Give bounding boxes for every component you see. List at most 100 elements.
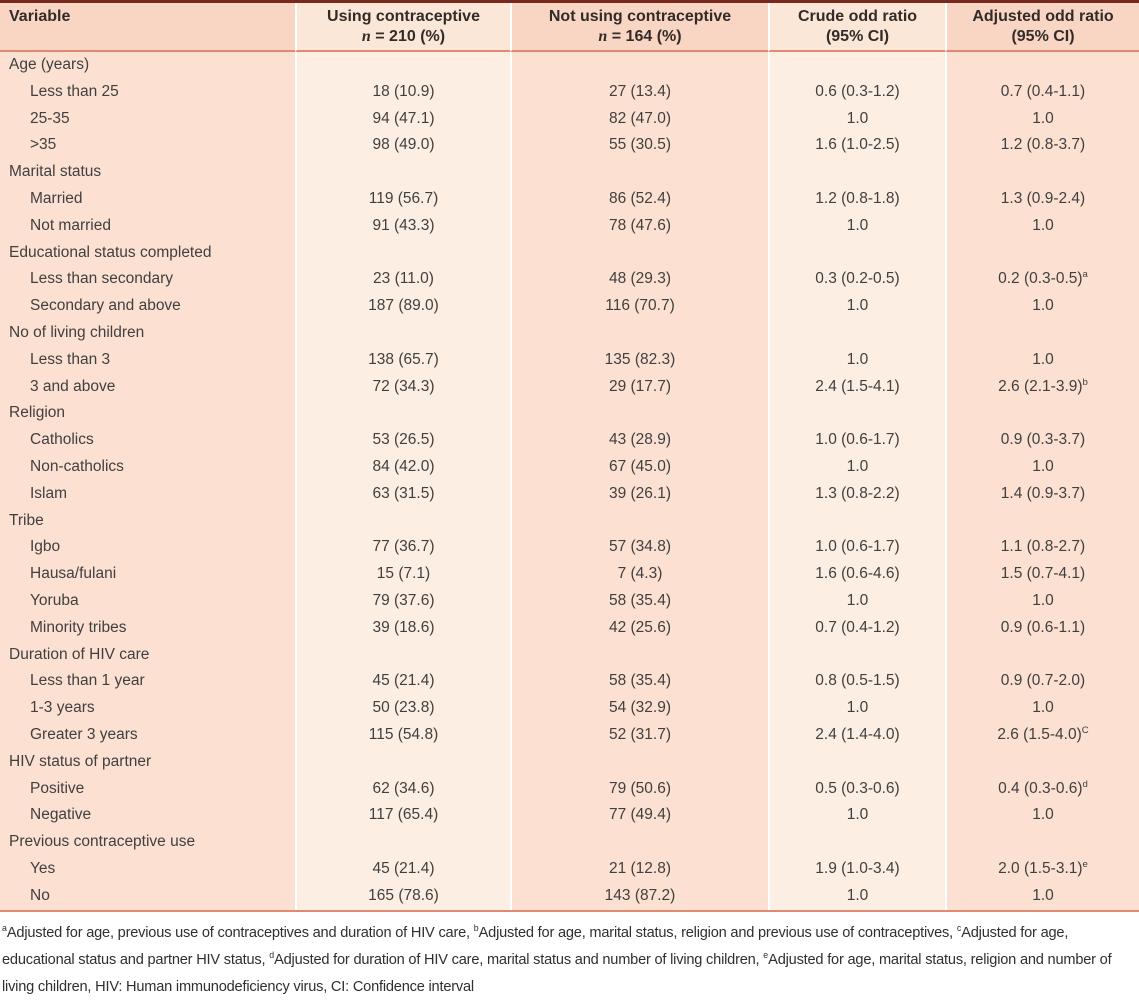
cell-using: 117 (65.4)	[295, 802, 510, 830]
adjusted-superscript: a	[1082, 269, 1088, 281]
cell-using: 23 (11.0)	[295, 266, 510, 294]
cell-using: 63 (31.5)	[295, 480, 510, 508]
section-label: Marital status	[0, 159, 295, 186]
cell-adjusted	[945, 319, 1139, 347]
cell-using: 45 (21.4)	[295, 668, 510, 696]
table-row: Greater 3 years 115 (54.8) 52 (31.7) 2.4 (1…	[0, 721, 1139, 749]
table-row: Hausa/fulani 15 (7.1) 7 (4.3) 1.6 (0.6-4.6)…	[0, 561, 1139, 588]
cell-not_using	[510, 52, 768, 79]
cell-crude	[768, 159, 945, 186]
cell-not_using: 43 (28.9)	[510, 427, 768, 454]
variable-label: 25-35	[0, 105, 295, 133]
table-row: Non-catholics 84 (42.0) 67 (45.0) 1.0 1.0	[0, 453, 1139, 481]
cell-crude: 0.3 (0.2-0.5)	[768, 266, 945, 294]
cell-not_using: 54 (32.9)	[510, 695, 768, 722]
cell-using	[295, 52, 510, 79]
cell-crude	[768, 400, 945, 428]
cell-using: 39 (18.6)	[295, 614, 510, 642]
cell-not_using: 7 (4.3)	[510, 561, 768, 588]
variable-label: Married	[0, 185, 295, 213]
cell-crude: 2.4 (1.4-4.0)	[768, 721, 945, 749]
cell-using: 62 (34.6)	[295, 775, 510, 803]
variable-label: Secondary and above	[0, 293, 295, 320]
cell-crude: 1.3 (0.8-2.2)	[768, 480, 945, 508]
section-label: Religion	[0, 400, 295, 428]
cell-crude: 1.0	[768, 882, 945, 910]
cell-crude: 1.0	[768, 587, 945, 615]
section-row: No of living children	[0, 319, 1139, 347]
cell-not_using: 79 (50.6)	[510, 775, 768, 803]
cell-adjusted: 1.4 (0.9-3.7)	[945, 480, 1139, 508]
cell-crude	[768, 748, 945, 776]
column-header-line1: Crude odd ratio	[797, 8, 918, 25]
cell-crude: 0.5 (0.3-0.6)	[768, 775, 945, 803]
table-row: Catholics 53 (26.5) 43 (28.9) 1.0 (0.6-1.7)…	[0, 427, 1139, 454]
cell-not_using	[510, 507, 768, 535]
cell-not_using	[510, 641, 768, 669]
cell-not_using	[510, 400, 768, 428]
table-footnote: aAdjusted for age, previous use of contr…	[0, 911, 1139, 1001]
cell-crude	[768, 641, 945, 669]
cell-using: 91 (43.3)	[295, 212, 510, 240]
variable-label: Less than 25	[0, 78, 295, 106]
cell-using	[295, 159, 510, 186]
cell-adjusted: 1.0	[945, 346, 1139, 374]
table-row: 1-3 years 50 (23.8) 54 (32.9) 1.0 1.0	[0, 695, 1139, 722]
table-header-row: Variable Using contraceptive n = 210 (%) No…	[0, 3, 1139, 52]
cell-not_using	[510, 159, 768, 186]
table-row: Positive 62 (34.6) 79 (50.6) 0.5 (0.3-0.6) 0…	[0, 775, 1139, 803]
cell-adjusted: 1.0	[945, 882, 1139, 910]
table-row: No 165 (78.6) 143 (87.2) 1.0 1.0	[0, 882, 1139, 910]
cell-crude	[768, 507, 945, 535]
variable-label: Greater 3 years	[0, 721, 295, 749]
cell-crude	[768, 52, 945, 79]
cell-not_using: 58 (35.4)	[510, 668, 768, 696]
cell-crude: 1.9 (1.0-3.4)	[768, 855, 945, 883]
section-label: Educational status completed	[0, 239, 295, 267]
cell-not_using: 52 (31.7)	[510, 721, 768, 749]
cell-adjusted: 1.3 (0.9-2.4)	[945, 185, 1139, 213]
adjusted-superscript: b	[1082, 376, 1088, 388]
cell-adjusted: 0.2 (0.3-0.5)a	[945, 266, 1139, 294]
table-row: Less than 25 18 (10.9) 27 (13.4) 0.6 (0.3-1…	[0, 78, 1139, 106]
cell-not_using	[510, 829, 768, 856]
cell-not_using: 21 (12.8)	[510, 855, 768, 883]
variable-label: Yoruba	[0, 587, 295, 615]
cell-crude: 1.0	[768, 105, 945, 133]
variable-label: Islam	[0, 480, 295, 508]
cell-adjusted	[945, 507, 1139, 535]
section-row: Religion	[0, 400, 1139, 428]
cell-not_using: 48 (29.3)	[510, 266, 768, 294]
column-header-line1: Adjusted odd ratio	[972, 8, 1114, 25]
cell-crude: 0.8 (0.5-1.5)	[768, 668, 945, 696]
cell-crude: 0.6 (0.3-1.2)	[768, 78, 945, 106]
cell-using: 165 (78.6)	[295, 882, 510, 910]
column-header-line2: (95% CI)	[825, 28, 890, 45]
cell-adjusted: 1.0	[945, 293, 1139, 320]
section-label: HIV status of partner	[0, 748, 295, 776]
footnote-superscript: a	[2, 922, 7, 933]
footnote-superscript: d	[269, 949, 275, 960]
cell-using	[295, 239, 510, 267]
column-header-line2: n = 210 (%)	[361, 28, 446, 45]
table-row: Less than 1 year 45 (21.4) 58 (35.4) 0.8 (0…	[0, 668, 1139, 696]
section-label: Duration of HIV care	[0, 641, 295, 669]
cell-not_using: 29 (17.7)	[510, 373, 768, 401]
variable-label: 3 and above	[0, 373, 295, 401]
section-row: Educational status completed	[0, 239, 1139, 267]
variable-label: Negative	[0, 802, 295, 830]
cell-adjusted: 2.0 (1.5-3.1)e	[945, 855, 1139, 883]
section-row: Age (years)	[0, 52, 1139, 79]
cell-crude: 1.6 (0.6-4.6)	[768, 561, 945, 588]
cell-adjusted: 0.9 (0.6-1.1)	[945, 614, 1139, 642]
cell-not_using: 143 (87.2)	[510, 882, 768, 910]
cell-adjusted: 0.9 (0.3-3.7)	[945, 427, 1139, 454]
cell-not_using	[510, 319, 768, 347]
cell-not_using: 135 (82.3)	[510, 346, 768, 374]
cell-crude: 1.0 (0.6-1.7)	[768, 534, 945, 562]
variable-label: Non-catholics	[0, 453, 295, 481]
cell-adjusted: 0.9 (0.7-2.0)	[945, 668, 1139, 696]
column-header-using: Using contraceptive n = 210 (%)	[295, 3, 510, 52]
cell-adjusted	[945, 829, 1139, 856]
variable-label: Less than 1 year	[0, 668, 295, 696]
